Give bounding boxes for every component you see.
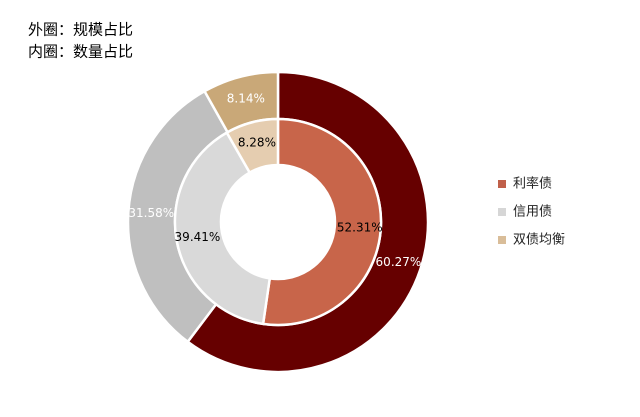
data-label: 8.28%	[238, 135, 276, 149]
donut-segment	[173, 130, 272, 326]
title-line: 内圈：数量占比	[28, 43, 133, 61]
donut-segment	[225, 117, 280, 175]
legend-label: 双债均衡	[513, 233, 565, 248]
legend-label: 信用债	[513, 205, 552, 220]
title-line: 外圈：规模占比	[28, 21, 133, 39]
legend-label: 利率债	[513, 176, 552, 192]
legend-swatch	[498, 208, 506, 216]
data-label: 31.58%	[128, 206, 174, 220]
data-label: 8.14%	[227, 92, 265, 106]
data-label: 39.41%	[175, 230, 221, 244]
donut-segment	[261, 117, 383, 327]
data-label: 60.27%	[376, 255, 422, 269]
legend-swatch	[498, 180, 506, 188]
legend-swatch	[498, 236, 506, 244]
data-label: 52.31%	[337, 220, 383, 234]
